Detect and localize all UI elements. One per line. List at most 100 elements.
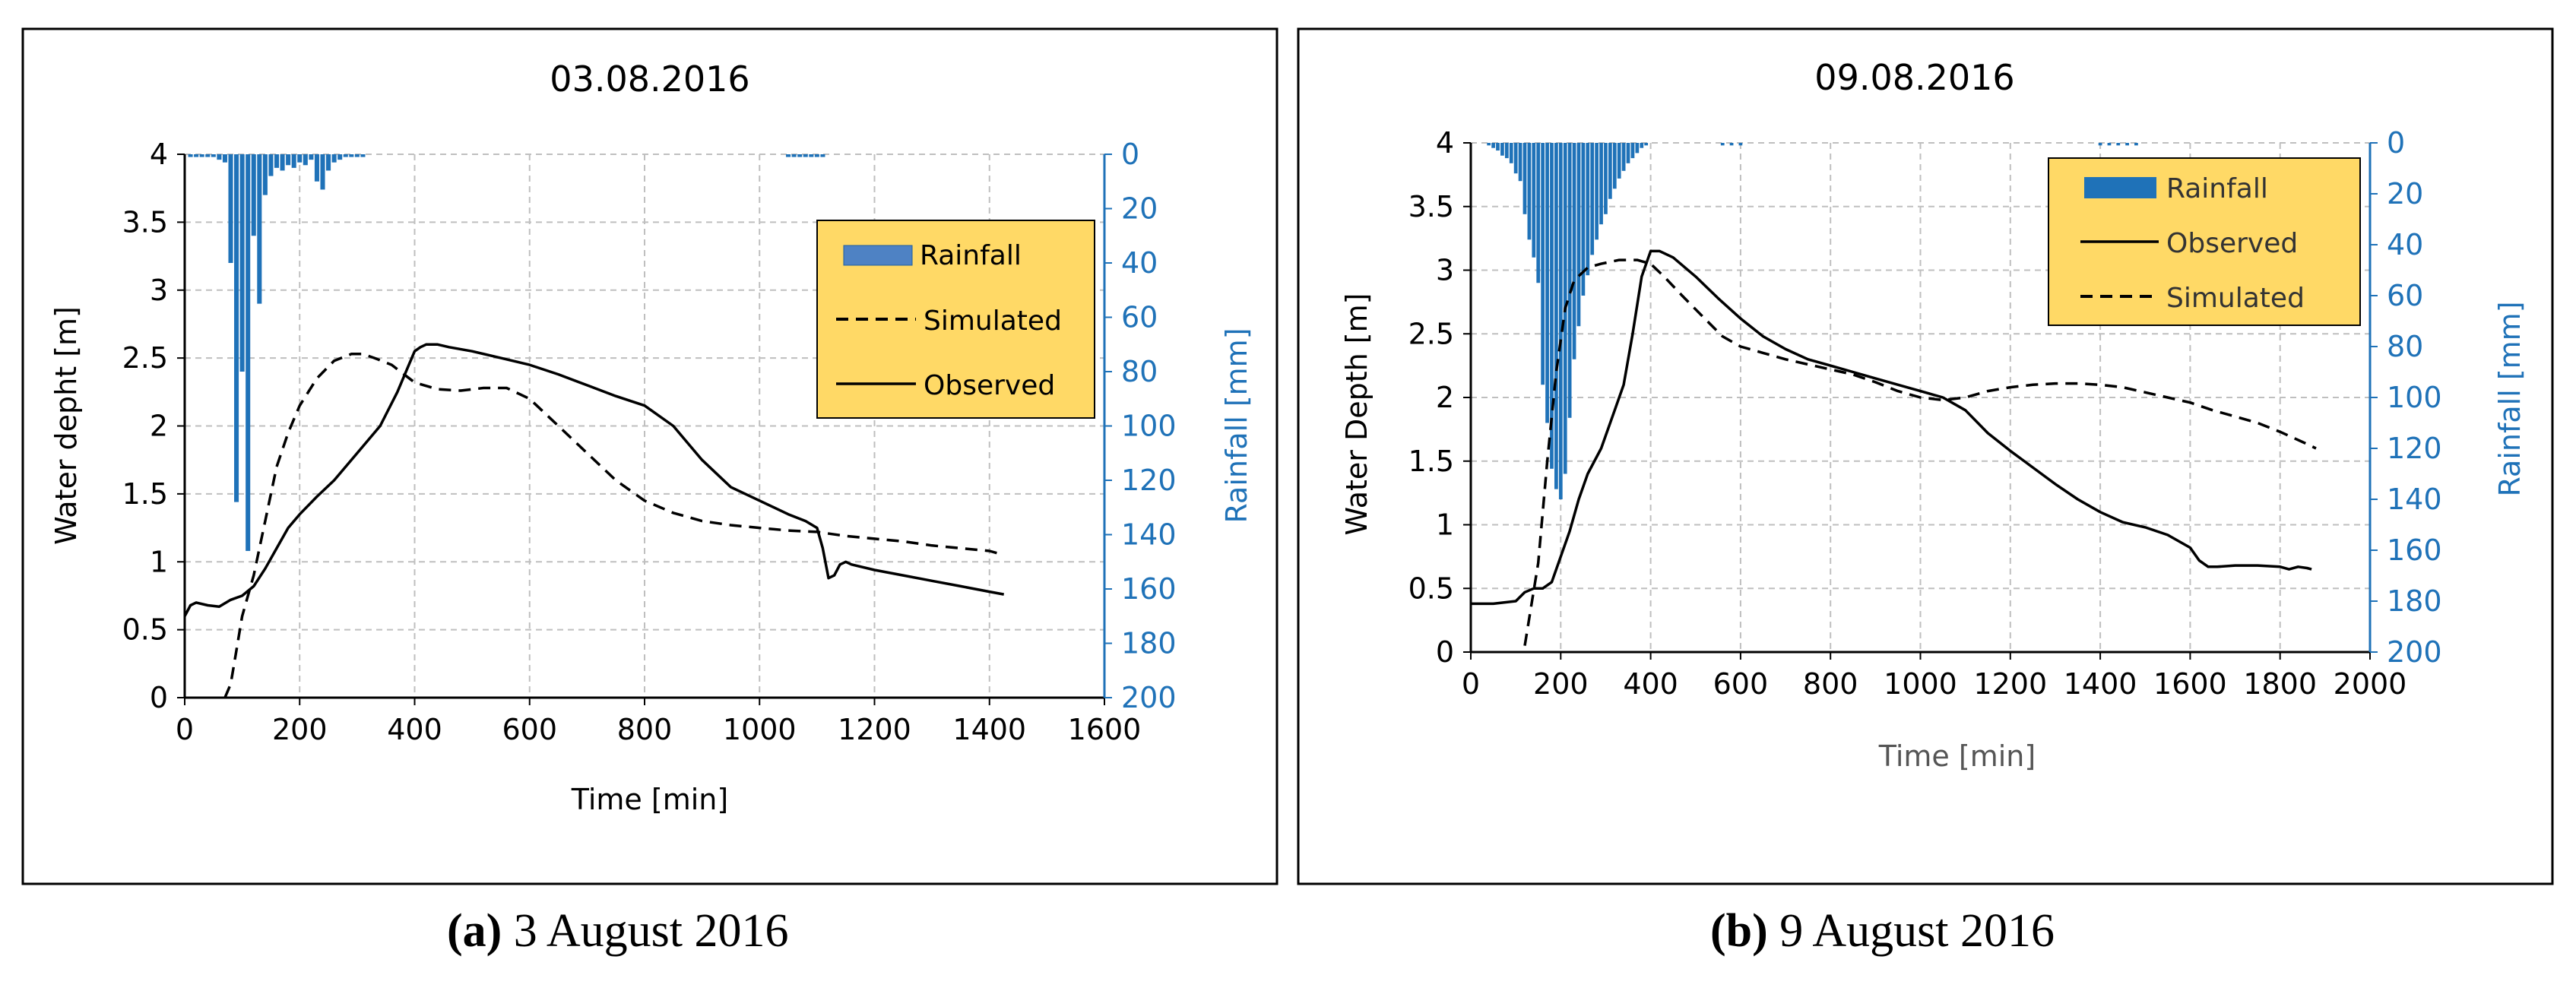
- panel-a-rainfall-bar: [360, 154, 366, 157]
- panel-b-y2tick-label: 20: [2387, 177, 2423, 211]
- panel-b-xtick-label: 800: [1803, 667, 1858, 701]
- panel-a-frame: [21, 27, 1278, 885]
- panel-b-rainfall-bar: [1635, 143, 1640, 154]
- panel-a-rainfall-bar: [274, 154, 280, 168]
- panel-a-rainfall-bar: [246, 154, 251, 551]
- panel-a: 03.08.2016 Time [min] Water depht [m] Ra…: [21, 27, 1278, 885]
- panel-b-y2label: Rainfall [mm]: [2493, 301, 2527, 496]
- panel-a-rainfall-bar: [251, 154, 256, 236]
- panel-a-y2tick-label: 160: [1121, 572, 1177, 606]
- panel-a-rainfall-bar: [262, 154, 268, 195]
- panel-a-y2label: Rainfall [mm]: [1220, 328, 1253, 523]
- panel-a-rainfall-bar: [199, 154, 204, 157]
- panel-a-rainfall-bar: [217, 154, 222, 160]
- panel-b-rainfall-bar: [1532, 143, 1536, 258]
- panel-a-series-simulated: [223, 353, 1005, 698]
- panel-a-legend: Rainfall Simulated Observed: [816, 220, 1095, 419]
- caption-b: (b) 9 August 2016: [1710, 904, 2055, 958]
- panel-a-rainfall-bar: [303, 154, 308, 166]
- panel-a-rainfall-bar: [354, 154, 360, 157]
- panel-a-y2tick-label: 200: [1121, 681, 1177, 714]
- panel-b-xtick-label: 2000: [2334, 667, 2407, 701]
- panel-a-y2tick-label: 100: [1121, 410, 1177, 443]
- panel-a-rainfall-bar: [809, 154, 814, 157]
- panel-b-legend-swatch-rainfall: [2084, 177, 2156, 198]
- panel-b-y2tick-label: 180: [2387, 584, 2442, 618]
- panel-a-xlabel: Time [min]: [571, 783, 728, 816]
- panel-b-rainfall-bar: [1599, 143, 1603, 225]
- panel-a-ytick-label: 2.5: [122, 341, 168, 375]
- panel-a-rainfall-bar: [291, 154, 296, 168]
- panel-b-rainfall-bar: [1630, 143, 1635, 159]
- panel-b-xtick-label: 1800: [2243, 667, 2317, 701]
- panel-b-legend-label-rainfall: Rainfall: [2166, 173, 2268, 204]
- panel-b-rainfall-bar: [1522, 143, 1527, 214]
- caption-b-text: 9 August 2016: [1779, 905, 2055, 957]
- panel-a-xtick-label: 600: [502, 713, 557, 746]
- panel-b-rainfall-bar: [1545, 143, 1549, 423]
- caption-a-text: 3 August 2016: [513, 905, 789, 957]
- panel-a-rainfall-bar: [320, 154, 325, 190]
- panel-a-rainfall-bar: [797, 154, 803, 157]
- panel-b-rainfall-bar: [1581, 143, 1586, 296]
- panel-a-xtick-label: 0: [176, 713, 194, 746]
- panel-b-legend-label-observed: Observed: [2166, 228, 2298, 259]
- panel-a-xtick-label: 1200: [838, 713, 911, 746]
- panel-b-rainfall-bar: [1621, 143, 1626, 171]
- panel-b-rainfall-bar: [1640, 143, 1644, 148]
- panel-b-rainfall-bar: [1612, 143, 1617, 189]
- panel-b-rainfall-bar: [1738, 143, 1743, 146]
- panel-b-ytick-label: 3.5: [1408, 190, 1454, 223]
- panel-a-rainfall-bar: [228, 154, 233, 263]
- panel-b-xtick-label: 200: [1533, 667, 1589, 701]
- caption-a-label: (a): [447, 905, 502, 957]
- panel-b-rainfall-bar: [1586, 143, 1590, 276]
- panel-a-xtick-label: 1600: [1068, 713, 1142, 746]
- panel-a-ytick-label: 1.5: [122, 477, 168, 511]
- panel-b-title: 09.08.2016: [1814, 57, 2014, 98]
- panel-a-y2tick-label: 20: [1121, 192, 1158, 226]
- panel-a-xtick-label: 200: [272, 713, 328, 746]
- panel-b-rainfall-bar: [1541, 143, 1545, 385]
- panel-b-legend: Rainfall Observed Simulated: [2048, 157, 2361, 326]
- panel-b-xtick-label: 1600: [2153, 667, 2227, 701]
- panel-b-y2tick-label: 60: [2387, 279, 2423, 312]
- panel-b-rainfall-bar: [1567, 143, 1572, 418]
- panel-b-ytick-label: 2: [1436, 381, 1454, 414]
- panel-b-rainfall-bar: [2098, 143, 2102, 146]
- panel-a-rainfall-bar: [326, 154, 331, 171]
- panel-b-rainfall-bar: [1554, 143, 1558, 489]
- panel-b-y2tick-label: 40: [2387, 228, 2423, 261]
- panel-a-ylabel: Water depht [m]: [49, 306, 83, 545]
- panel-b-rainfall-bar: [1576, 143, 1581, 327]
- panel-b-series-simulated: [1523, 258, 2317, 646]
- panel-b: 09.08.2016 Time [min] Water Depth [m] Ra…: [1297, 27, 2554, 885]
- panel-a-y2tick-label: 0: [1121, 138, 1139, 171]
- panel-a-xtick-label: 800: [617, 713, 673, 746]
- panel-b-rainfall-bar: [1536, 143, 1541, 283]
- panel-a-rainfall-bar: [786, 154, 791, 157]
- panel-a-rainfall-bar: [791, 154, 797, 157]
- panel-b-rainfall-bar: [1550, 143, 1554, 469]
- panel-a-ytick-label: 4: [150, 138, 168, 171]
- panel-a-legend-label-observed: Observed: [924, 370, 1055, 401]
- panel-b-y2tick-label: 200: [2387, 635, 2442, 669]
- panel-a-ytick-label: 2: [150, 410, 168, 443]
- panel-a-y2tick-label: 40: [1121, 246, 1158, 280]
- panel-a-rainfall-bar: [286, 154, 291, 166]
- panel-b-xlabel: Time [min]: [1878, 739, 2036, 773]
- panel-b-xtick-label: 1400: [2064, 667, 2137, 701]
- panel-a-rainfall-bar: [814, 154, 819, 157]
- panel-b-xtick-label: 1200: [1973, 667, 2047, 701]
- panel-b-y2tick-label: 120: [2387, 432, 2442, 465]
- panel-b-y2tick-label: 160: [2387, 533, 2442, 567]
- panel-b-rainfall-bar: [1496, 143, 1500, 151]
- panel-a-legend-label-simulated: Simulated: [924, 306, 1062, 337]
- panel-b-rainfall-bar: [1513, 143, 1518, 174]
- panel-b-rainfall-bar: [2125, 143, 2129, 146]
- panel-a-rainfall-bar: [188, 154, 193, 157]
- panel-a-rainfall-bar: [314, 154, 319, 182]
- panel-a-y2tick-label: 120: [1121, 464, 1177, 497]
- panel-b-rainfall-bar: [1527, 143, 1532, 240]
